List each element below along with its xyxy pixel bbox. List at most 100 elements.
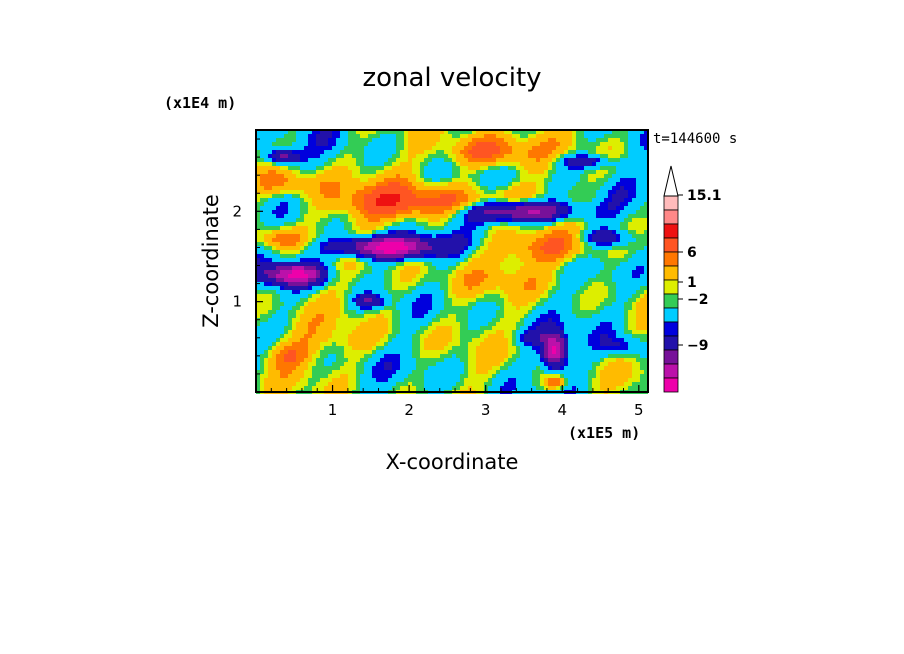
field-cell [432,150,436,154]
field-cell [596,230,600,234]
field-cell [564,234,568,238]
field-cell [516,130,520,134]
field-cell [356,278,360,282]
field-cell [284,246,288,250]
field-cell [456,238,460,242]
field-cell [436,262,440,266]
field-cell [436,310,440,314]
field-cell [628,306,632,310]
field-cell [372,194,376,198]
field-cell [644,186,648,190]
field-cell [440,190,444,194]
field-cell [452,230,456,234]
field-cell [460,138,464,142]
field-cell [404,174,408,178]
field-cell [484,298,488,302]
field-cell [548,230,552,234]
field-cell [304,214,308,218]
field-cell [376,310,380,314]
field-cell [416,258,420,262]
field-cell [312,222,316,226]
field-cell [424,282,428,286]
field-cell [600,266,604,270]
field-cell [256,270,260,274]
field-cell [592,330,596,334]
field-cell [428,330,432,334]
field-cell [340,254,344,258]
field-cell [360,302,364,306]
field-cell [428,130,432,134]
field-cell [320,130,324,134]
field-cell [628,178,632,182]
field-cell [468,306,472,310]
field-cell [476,318,480,322]
field-cell [580,218,584,222]
field-cell [572,214,576,218]
field-cell [388,274,392,278]
field-cell [552,274,556,278]
field-cell [480,154,484,158]
field-cell [460,198,464,202]
field-cell [344,294,348,298]
field-cell [396,190,400,194]
field-cell [576,166,580,170]
field-cell [608,298,612,302]
field-cell [460,182,464,186]
field-cell [396,170,400,174]
field-cell [520,182,524,186]
field-cell [300,162,304,166]
field-cell [296,158,300,162]
field-cell [508,310,512,314]
field-cell [256,290,260,294]
field-cell [468,190,472,194]
field-cell [552,266,556,270]
field-cell [580,314,584,318]
field-cell [324,214,328,218]
field-cell [636,254,640,258]
field-cell [256,326,260,330]
field-cell [456,282,460,286]
field-cell [268,246,272,250]
field-cell [548,198,552,202]
field-cell [480,150,484,154]
field-cell [552,294,556,298]
field-cell [332,162,336,166]
field-cell [396,234,400,238]
field-cell [624,198,628,202]
field-cell [384,290,388,294]
field-cell [640,134,644,138]
field-cell [600,190,604,194]
field-cell [564,210,568,214]
field-cell [608,330,612,334]
field-cell [612,206,616,210]
field-cell [364,162,368,166]
field-cell [340,198,344,202]
field-cell [480,238,484,242]
field-cell [268,178,272,182]
field-cell [436,186,440,190]
field-cell [496,318,500,322]
field-cell [612,282,616,286]
field-cell [384,162,388,166]
field-cell [640,206,644,210]
field-cell [472,242,476,246]
field-cell [336,190,340,194]
field-cell [556,194,560,198]
field-cell [620,230,624,234]
field-cell [560,294,564,298]
field-cell [296,242,300,246]
field-cell [564,238,568,242]
field-cell [400,274,404,278]
field-cell [448,190,452,194]
field-cell [628,202,632,206]
field-cell [484,330,488,334]
field-cell [420,290,424,294]
field-cell [328,298,332,302]
field-cell [464,154,468,158]
field-cell [612,286,616,290]
field-cell [420,278,424,282]
field-cell [552,322,556,326]
field-cell [472,158,476,162]
field-cell [364,202,368,206]
